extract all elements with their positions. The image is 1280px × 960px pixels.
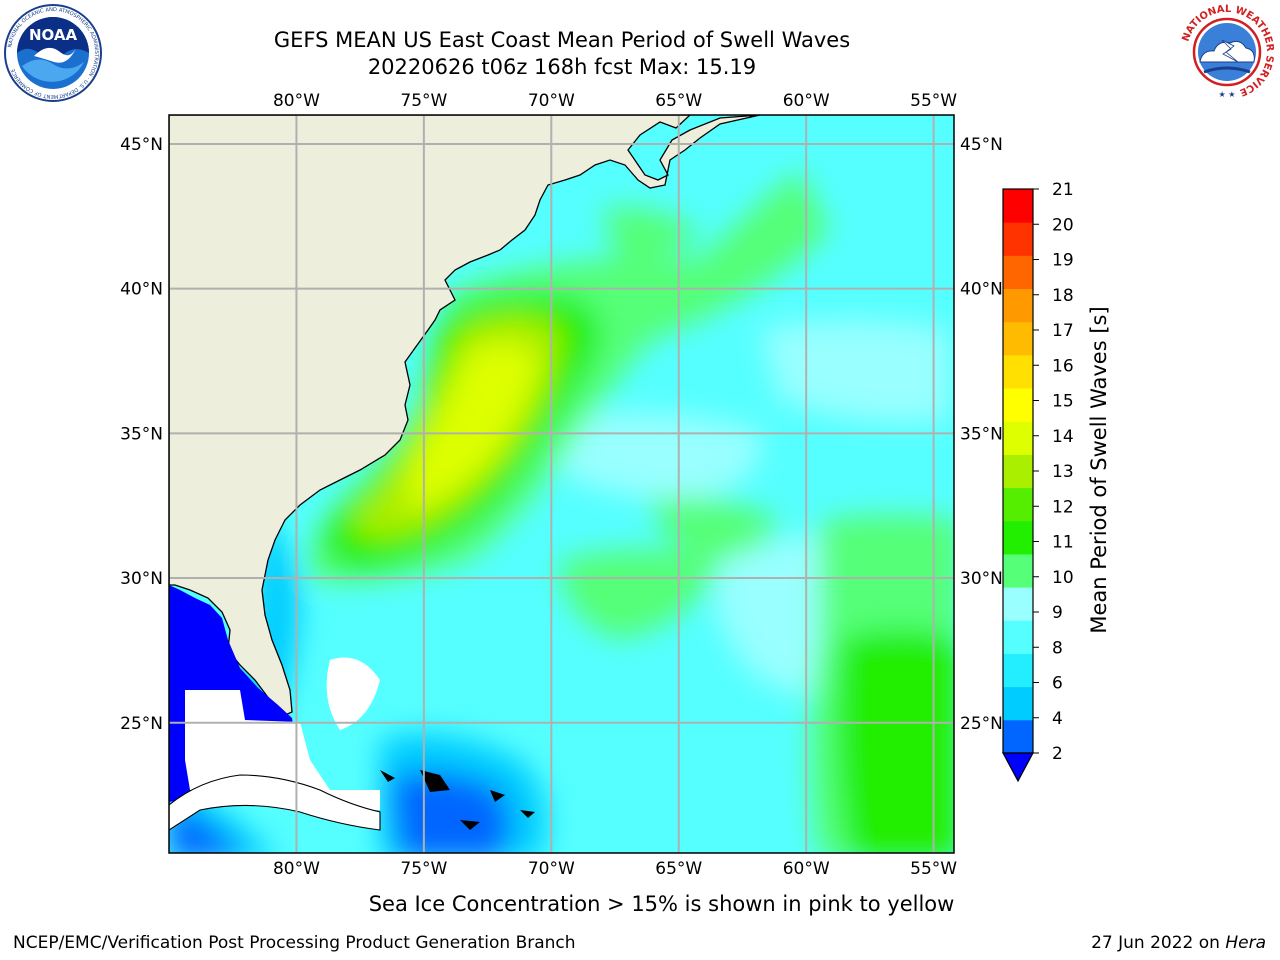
colorbar-tick-label: 11 (1052, 533, 1074, 553)
lon-tick-label: 80°W (273, 91, 320, 111)
colorbar-segment (1003, 620, 1033, 654)
colorbar-tick-label: 17 (1052, 321, 1074, 341)
colorbar-segment (1003, 686, 1033, 721)
colorbar-segment (1003, 255, 1033, 290)
colorbar-tick-label: 8 (1052, 638, 1063, 658)
colorbar-tick-label: 13 (1052, 462, 1074, 482)
colorbar-tick-label: 15 (1052, 392, 1074, 412)
colorbar-tick-label: 6 (1052, 674, 1063, 694)
lon-tick-label: 55°W (910, 91, 957, 111)
colorbar-tick-label: 10 (1052, 568, 1074, 588)
lon-tick-labels-top: 80°W 75°W 70°W 65°W 60°W 55°W (273, 91, 957, 111)
colorbar-segment (1003, 222, 1033, 256)
colorbar-segment (1003, 421, 1033, 455)
lat-tick-labels-left: 45°N 40°N 35°N 30°N 25°N (120, 135, 163, 734)
nws-logo: NATIONAL WEATHER SERVICE ★ ★ (1180, 4, 1275, 99)
footer-left: NCEP/EMC/Verification Post Processing Pr… (13, 933, 576, 953)
colorbar-tick-label: 12 (1052, 497, 1074, 517)
colorbar-segment (1003, 454, 1033, 489)
colorbar (1001, 188, 1035, 783)
swell-period-field (169, 115, 954, 853)
colorbar-segment (1003, 520, 1033, 555)
lon-tick-labels-bottom: 80°W 75°W 70°W 65°W 60°W 55°W (273, 859, 957, 879)
lon-tick-label: 55°W (910, 859, 957, 879)
colorbar-segment (1003, 653, 1033, 688)
lon-tick-label: 65°W (655, 859, 702, 879)
lat-tick-labels-right: 45°N 40°N 35°N 30°N 25°N (960, 135, 1003, 734)
colorbar-segment (1003, 587, 1033, 621)
lon-tick-label: 65°W (655, 91, 702, 111)
colorbar-segment (1003, 189, 1033, 223)
sea-ice-note: Sea Ice Concentration > 15% is shown in … (368, 892, 955, 916)
footer-date: 27 Jun 2022 on (1091, 933, 1220, 953)
lon-tick-label: 75°W (400, 859, 447, 879)
colorbar-segment (1003, 388, 1033, 422)
lat-tick-label: 25°N (120, 714, 163, 734)
colorbar-segment (1003, 288, 1033, 323)
colorbar-tick-label: 14 (1052, 427, 1074, 447)
lat-tick-label: 40°N (120, 280, 163, 300)
lon-tick-label: 70°W (528, 859, 575, 879)
footer-machine: Hera (1225, 933, 1266, 953)
lat-tick-label: 35°N (120, 424, 163, 444)
colorbar-tick-label: 9 (1052, 603, 1063, 623)
lat-tick-label: 25°N (960, 714, 1003, 734)
lon-tick-label: 60°W (783, 859, 830, 879)
colorbar-tick-label: 18 (1052, 286, 1074, 306)
colorbar-tick-labels: 21 20 19 18 17 16 15 14 13 12 11 10 9 8 6 4 2 (1033, 180, 1074, 764)
graticule (169, 115, 954, 853)
lat-tick-label: 40°N (960, 280, 1003, 300)
lat-tick-label: 45°N (960, 135, 1003, 155)
lat-tick-label: 30°N (120, 569, 163, 589)
colorbar-extend-arrow (1001, 752, 1035, 783)
colorbar-segment (1003, 487, 1033, 522)
chart-title-line2: 20220626 t06z 168h fcst Max: 15.19 (367, 55, 757, 79)
colorbar-segment (1003, 719, 1033, 754)
colorbar-tick-label: 21 (1052, 180, 1074, 200)
lat-tick-label: 30°N (960, 569, 1003, 589)
colorbar-segment (1003, 321, 1033, 356)
lon-tick-label: 75°W (400, 91, 447, 111)
colorbar-label: Mean Period of Swell Waves [s] (1087, 306, 1111, 633)
colorbar-tick-label: 19 (1052, 251, 1074, 271)
land-mass (169, 115, 761, 716)
colorbar-tick-label: 16 (1052, 356, 1074, 376)
lon-tick-label: 80°W (273, 859, 320, 879)
chart-title-line1: GEFS MEAN US East Coast Mean Period of S… (273, 28, 851, 52)
lon-tick-label: 70°W (528, 91, 575, 111)
footer-right: 27 Jun 2022 on Hera (1091, 933, 1266, 953)
map-frame (168, 114, 955, 854)
svg-text:★ ★: ★ ★ (1219, 90, 1236, 99)
colorbar-segment (1003, 553, 1033, 588)
lat-tick-label: 35°N (960, 424, 1003, 444)
lat-tick-label: 45°N (120, 135, 163, 155)
noaa-logo: NOAA NATIONAL OCEANIC AND ATMOSPHERIC AD… (4, 4, 102, 102)
colorbar-tick-label: 2 (1052, 744, 1063, 764)
colorbar-segment (1003, 354, 1033, 389)
colorbar-tick-label: 4 (1052, 709, 1063, 729)
colorbar-tick-label: 20 (1052, 215, 1074, 235)
lon-tick-label: 60°W (783, 91, 830, 111)
noaa-logo-text: NOAA (29, 26, 78, 44)
